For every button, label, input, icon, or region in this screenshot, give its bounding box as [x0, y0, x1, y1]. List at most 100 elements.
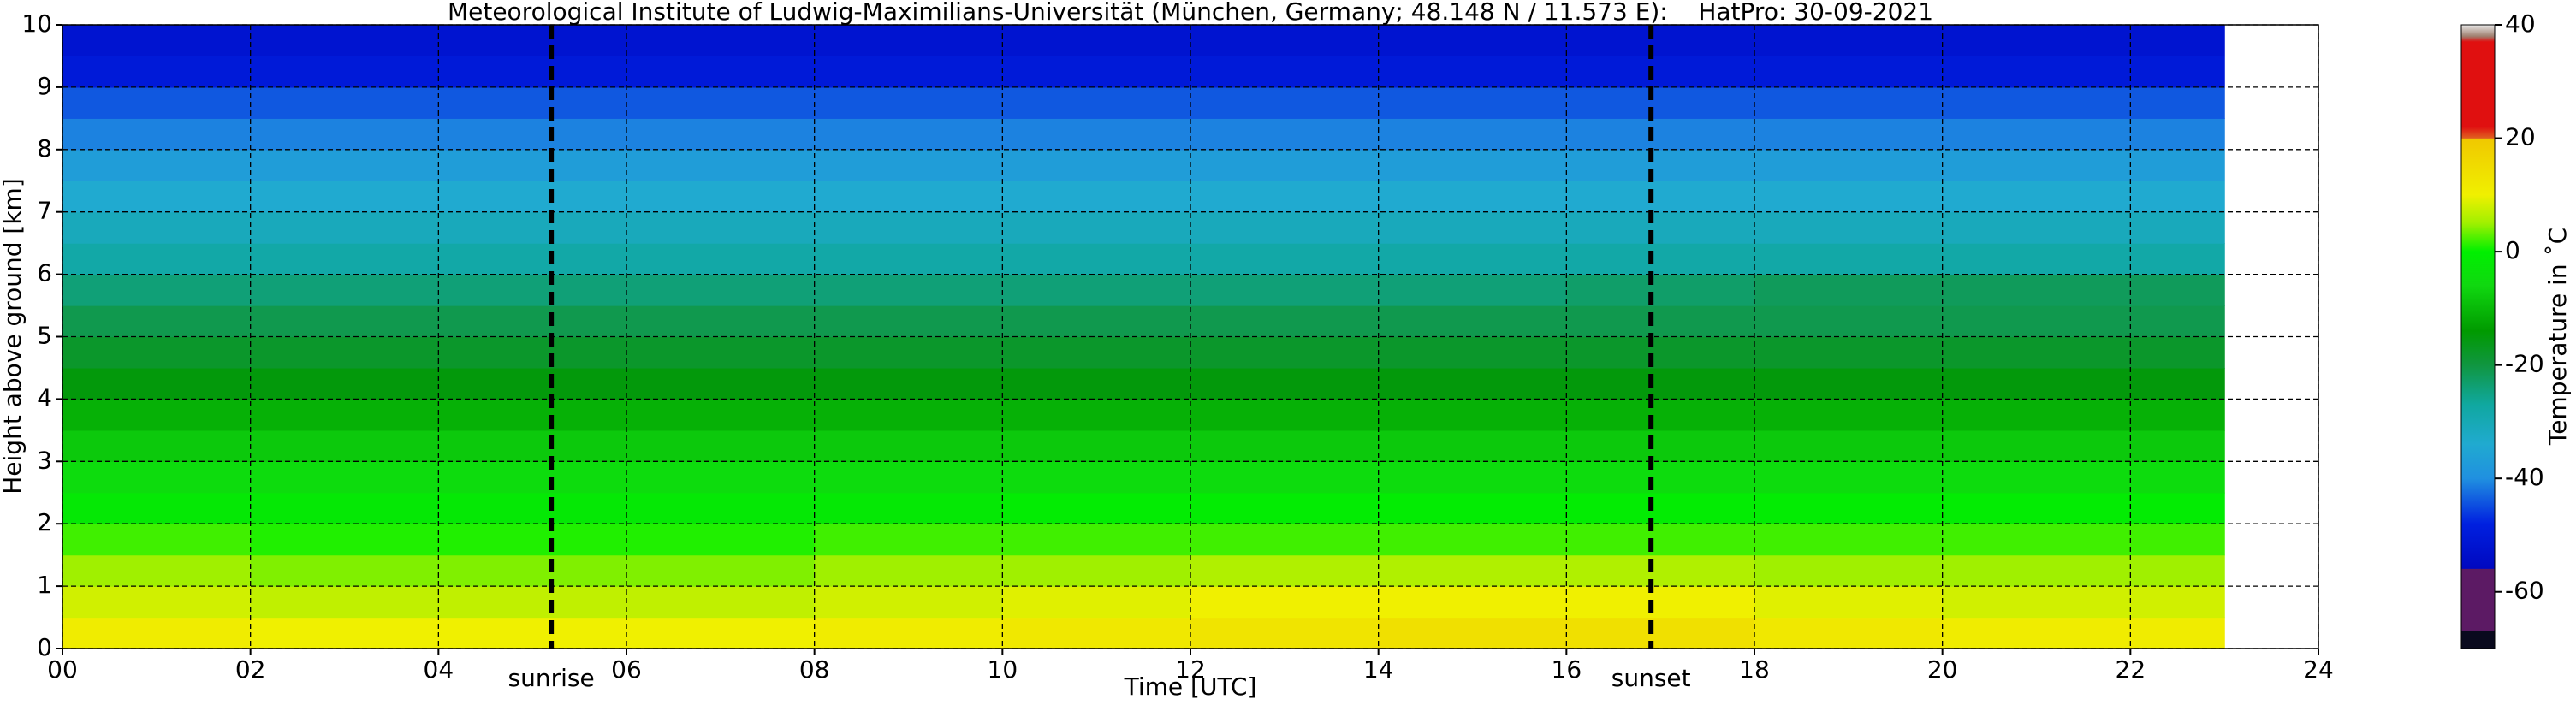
x-tick-label: 00	[47, 655, 78, 684]
x-tick-label: 02	[235, 655, 266, 684]
heatmap-cell	[1942, 586, 2131, 619]
heatmap-cell	[1942, 243, 2131, 275]
heatmap-cell	[2130, 305, 2225, 338]
heatmap-cell	[2130, 181, 2225, 213]
heatmap-cell	[1002, 367, 1191, 400]
heatmap-cell	[1378, 149, 1567, 181]
heatmap-cell	[1378, 181, 1567, 213]
heatmap-cell	[438, 243, 627, 275]
heatmap-cell	[250, 524, 439, 556]
heatmap-cell	[626, 336, 816, 369]
heatmap-cell	[2130, 554, 2225, 587]
heatmap-cell	[438, 399, 627, 431]
heatmap-cell	[250, 430, 439, 462]
heatmap-cell	[1190, 367, 1380, 400]
heatmap-cell	[1566, 524, 1755, 556]
x-axis-label: Time [UTC]	[1124, 672, 1257, 701]
y-tick-label: 1	[37, 571, 52, 599]
heatmap-cell	[1566, 430, 1755, 462]
heatmap-cell	[1378, 274, 1567, 306]
heatmap-cell	[438, 149, 627, 181]
heatmap-cell	[2130, 430, 2225, 462]
heatmap-cell	[1942, 181, 2131, 213]
heatmap-cell	[1002, 25, 1191, 57]
heatmap-cell	[1002, 86, 1191, 119]
heatmap-cell	[1566, 274, 1755, 306]
heatmap-cell	[814, 149, 1003, 181]
colorbar-tick-label: 40	[2505, 9, 2536, 38]
x-tick-label: 22	[2116, 655, 2146, 684]
heatmap-cell	[1378, 554, 1567, 587]
heatmap-cell	[2130, 617, 2225, 649]
heatmap-cell	[814, 524, 1003, 556]
heatmap-cell	[1566, 367, 1755, 400]
heatmap-cell	[1002, 305, 1191, 338]
heatmap-cell	[626, 149, 816, 181]
heatmap-cell	[814, 86, 1003, 119]
heatmap-cell	[626, 211, 816, 244]
x-tick-label: 20	[1927, 655, 1958, 684]
heatmap-cell	[62, 617, 252, 649]
heatmap-cell	[62, 56, 252, 88]
heatmap-cell	[1378, 586, 1567, 619]
heatmap-cell	[626, 86, 816, 119]
heatmap-cell	[250, 305, 439, 338]
heatmap-cell	[1190, 86, 1380, 119]
y-tick-label: 0	[37, 633, 52, 661]
heatmap-cell	[814, 399, 1003, 431]
heatmap-cell	[2130, 336, 2225, 369]
heatmap-cell	[626, 430, 816, 462]
heatmap-cell	[1378, 118, 1567, 151]
heatmap-cell	[250, 554, 439, 587]
heatmap-cell	[1378, 25, 1567, 57]
heatmap-cell	[1378, 492, 1567, 524]
heatmap-cell	[1754, 56, 1944, 88]
heatmap-cell	[626, 305, 816, 338]
heatmap-cell	[1754, 149, 1944, 181]
heatmap-cell	[814, 492, 1003, 524]
heatmap-cell	[814, 274, 1003, 306]
heatmap-cell	[1566, 181, 1755, 213]
x-tick-label: 18	[1739, 655, 1770, 684]
heatmap-cell	[1566, 118, 1755, 151]
annotation-label: sunrise	[508, 664, 595, 692]
heatmap-cell	[1002, 399, 1191, 431]
heatmap-cell	[1190, 430, 1380, 462]
heatmap-cell	[1566, 56, 1755, 88]
heatmap-cell	[814, 211, 1003, 244]
heatmap-cell	[1942, 430, 2131, 462]
colorbar-tick-label: 0	[2505, 236, 2520, 264]
heatmap-cell	[62, 243, 252, 275]
heatmap-cell	[250, 181, 439, 213]
heatmap-cell	[1754, 243, 1944, 275]
heatmap-cell	[1942, 492, 2131, 524]
heatmap-cell	[1190, 461, 1380, 494]
heatmap-cell	[1942, 118, 2131, 151]
y-tick-label: 8	[37, 134, 52, 163]
heatmap-cell	[1190, 243, 1380, 275]
heatmap-cell	[1378, 336, 1567, 369]
heatmap-cell	[1942, 367, 2131, 400]
chart-title: Meteorological Institute of Ludwig-Maxim…	[448, 0, 1933, 26]
heatmap-cell	[62, 461, 252, 494]
heatmap-cell	[1754, 492, 1944, 524]
heatmap-cell	[814, 243, 1003, 275]
heatmap-cell	[1942, 399, 2131, 431]
heatmap-cell	[250, 118, 439, 151]
heatmap-cell	[250, 243, 439, 275]
heatmap-cell	[1378, 305, 1567, 338]
heatmap-cell	[1566, 617, 1755, 649]
heatmap-cell	[1942, 524, 2131, 556]
heatmap-cell	[1754, 86, 1944, 119]
y-tick-label: 3	[37, 446, 52, 474]
heatmap-cell	[250, 617, 439, 649]
heatmap-cell	[250, 211, 439, 244]
heatmap-cell	[250, 492, 439, 524]
heatmap-cell	[438, 86, 627, 119]
heatmap-cell	[1942, 336, 2131, 369]
heatmap-cell	[1002, 243, 1191, 275]
heatmap-cell	[1566, 492, 1755, 524]
heatmap-cell	[1754, 25, 1944, 57]
